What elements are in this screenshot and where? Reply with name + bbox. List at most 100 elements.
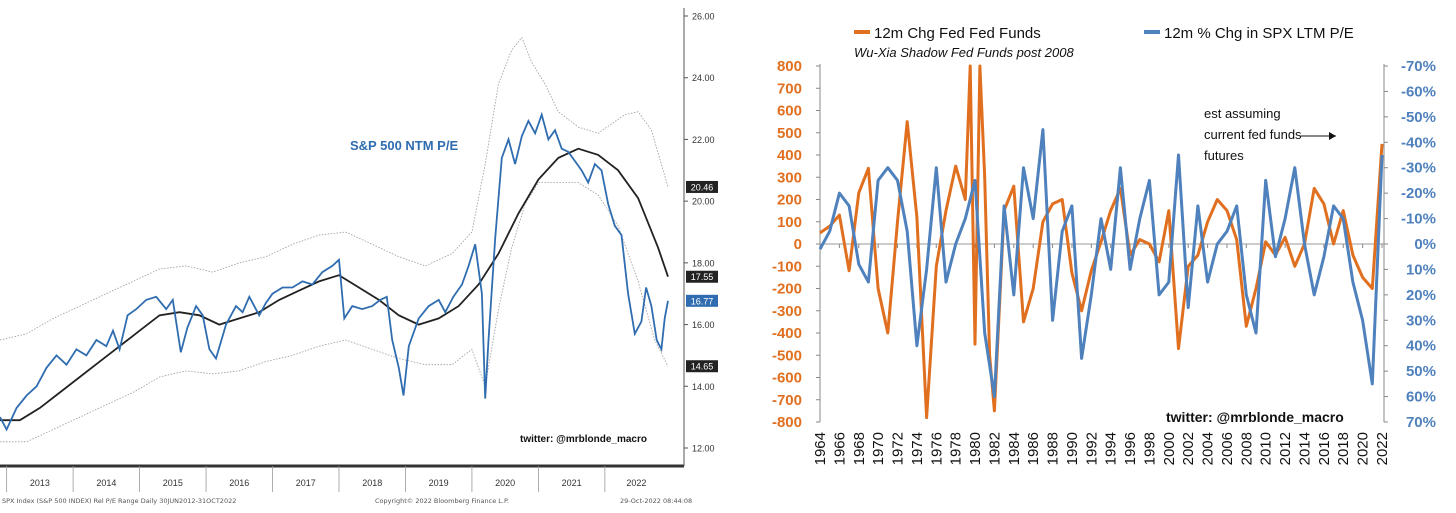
right-left-tick-label: 100 — [777, 214, 802, 231]
left-chart-title: S&P 500 NTM P/E — [350, 138, 458, 153]
right-left-tick-label: -700 — [772, 392, 802, 409]
right-x-tick-label: 1974 — [909, 432, 926, 465]
right-right-tick-label: 10% — [1406, 261, 1436, 278]
annotation-line-3: futures — [1204, 148, 1244, 163]
right-x-tick-label: 1994 — [1103, 432, 1120, 465]
left-series — [0, 36, 669, 443]
right-left-tick-label: -300 — [772, 303, 802, 320]
right-right-tick-label: -20% — [1401, 185, 1436, 202]
right-series-12m-chg-fed-fed-funds — [819, 64, 1384, 420]
left-x-tick-label: 2018 — [362, 478, 382, 488]
right-x-tick-label: 1988 — [1045, 432, 1062, 465]
right-right-ticks: -70% -60% -50% -40% -30% -20% -10% 0% 10% 20% 30% 4… — [820, 58, 1436, 431]
left-x-tick-label: 2022 — [626, 478, 646, 488]
right-x-tick-label: 1968 — [851, 432, 868, 465]
right-x-tick-label: 2018 — [1335, 432, 1352, 465]
left-timestamp: 29-Oct-2022 08:44:08 — [620, 497, 692, 505]
left-y-tick-label: 22.00 — [692, 135, 715, 145]
left-value-badge — [686, 360, 718, 373]
legend-label-fed-funds: 12m Chg Fed Fed Funds — [874, 25, 1041, 42]
right-x-tick-label: 2008 — [1238, 432, 1255, 465]
right-watermark: twitter: @mrblonde_macro — [1166, 409, 1344, 425]
left-source-note: SPX Index (S&P 500 INDEX) Rel P/E Range … — [2, 497, 236, 505]
left-copyright: Copyright© 2022 Bloomberg Finance L.P. — [375, 497, 509, 505]
left-y-tick-label: 16.00 — [692, 320, 715, 330]
right-x-tick-label: 2022 — [1374, 432, 1391, 465]
annotation-line-2: current fed funds — [1204, 127, 1302, 142]
right-right-tick-label: -60% — [1401, 83, 1436, 100]
left-y-ticks: 12.00 14.00 16.00 18.00 20.00 22.00 24.00 26.00 — [684, 12, 715, 454]
left-chart-background — [0, 0, 726, 513]
left-series-p-e — [0, 111, 669, 432]
right-right-tick-label: 60% — [1406, 389, 1436, 406]
right-x-tick-label: 2002 — [1180, 432, 1197, 465]
right-x-tick-label: 2012 — [1277, 432, 1294, 465]
left-y-tick-label: 14.00 — [692, 382, 715, 392]
right-right-tick-label: -40% — [1401, 134, 1436, 151]
right-x-tick-label: 2020 — [1355, 432, 1372, 465]
left-x-tick-label: 2020 — [495, 478, 515, 488]
right-x-tick-label: 1978 — [948, 432, 965, 465]
left-y-tick-label: 26.00 — [692, 12, 715, 22]
right-left-tick-label: 0 — [794, 236, 802, 253]
left-watermark: twitter: @mrblonde_macro — [520, 434, 647, 445]
right-x-tick-label: 2004 — [1200, 432, 1217, 465]
right-x-tick-label: 1966 — [831, 432, 848, 465]
left-y-tick-label: 18.00 — [692, 258, 715, 268]
left-x-ticks: 2013 2014 2015 2016 2017 2018 2019 2020 2021 2022 — [6, 466, 646, 492]
annotation-line-1: est assuming — [1204, 106, 1281, 121]
legend-label-spx-pe: 12m % Chg in SPX LTM P/E — [1164, 25, 1354, 42]
right-x-tick-label: 1976 — [928, 432, 945, 465]
annotation-arrow-head — [1329, 132, 1336, 140]
right-left-tick-label: 500 — [777, 125, 802, 142]
right-x-tick-label: 2016 — [1316, 432, 1333, 465]
left-y-tick-label: 20.00 — [692, 197, 715, 207]
right-x-tick-label: 1980 — [967, 432, 984, 465]
right-x-tick-label: 1986 — [1025, 432, 1042, 465]
right-x-tick-label: 1970 — [870, 432, 887, 465]
right-right-tick-label: -70% — [1401, 58, 1436, 75]
right-left-tick-label: 300 — [777, 169, 802, 186]
right-right-tick-label: 40% — [1406, 338, 1436, 355]
left-x-tick-label: 2019 — [429, 478, 449, 488]
right-left-tick-label: -100 — [772, 258, 802, 275]
left-chart: 12.00 14.00 16.00 18.00 20.00 22.00 24.00 26.00… — [0, 0, 726, 513]
right-left-tick-label: -500 — [772, 347, 802, 364]
right-x-ticks: 1964 1966 1968 1970 1972 1974 1976 1978 1980 1982… — [812, 244, 1391, 465]
right-left-ticks: 800 700 600 500 400 300 200 100 0 -100 -200 -300 -40… — [772, 58, 820, 431]
right-series-12m-chg-in-spx-ltm-p-e — [818, 128, 1384, 399]
right-right-tick-label: 30% — [1406, 312, 1436, 329]
right-series — [818, 64, 1384, 420]
right-right-tick-label: 20% — [1406, 287, 1436, 304]
right-right-tick-label: -50% — [1401, 109, 1436, 126]
right-right-tick-label: -10% — [1401, 211, 1436, 228]
left-y-tick-label: 24.00 — [692, 73, 715, 83]
right-right-tick-label: -30% — [1401, 160, 1436, 177]
left-value-badge-label: 17.55 — [691, 272, 714, 282]
right-x-tick-label: 1972 — [890, 432, 907, 465]
right-left-tick-label: -800 — [772, 414, 802, 431]
right-right-tick-label: 50% — [1406, 363, 1436, 380]
right-left-tick-label: -600 — [772, 370, 802, 387]
right-left-tick-label: 200 — [777, 192, 802, 209]
right-x-tick-label: 2000 — [1161, 432, 1178, 465]
left-series-average — [0, 147, 669, 422]
right-chart-background — [732, 0, 1456, 513]
right-x-tick-label: 2014 — [1297, 432, 1314, 465]
right-left-tick-label: 400 — [777, 147, 802, 164]
left-value-badge — [686, 294, 718, 307]
left-x-tick-label: 2021 — [562, 478, 582, 488]
left-value-badges: 20.46 17.55 16.77 14.65 — [686, 180, 718, 373]
left-x-tick-label: 2015 — [163, 478, 183, 488]
left-x-tick-label: 2017 — [296, 478, 316, 488]
left-value-badge-label: 20.46 — [691, 182, 714, 192]
right-right-tick-label: 70% — [1406, 414, 1436, 431]
right-x-tick-label: 1984 — [1006, 432, 1023, 465]
left-x-tick-label: 2013 — [30, 478, 50, 488]
right-subtitle: Wu-Xia Shadow Fed Funds post 2008 — [854, 45, 1074, 60]
right-x-tick-label: 1996 — [1122, 432, 1139, 465]
right-left-tick-label: 800 — [777, 58, 802, 75]
right-x-tick-label: 1964 — [812, 432, 829, 465]
left-x-tick-label: 2014 — [96, 478, 116, 488]
right-left-tick-label: -200 — [772, 281, 802, 298]
